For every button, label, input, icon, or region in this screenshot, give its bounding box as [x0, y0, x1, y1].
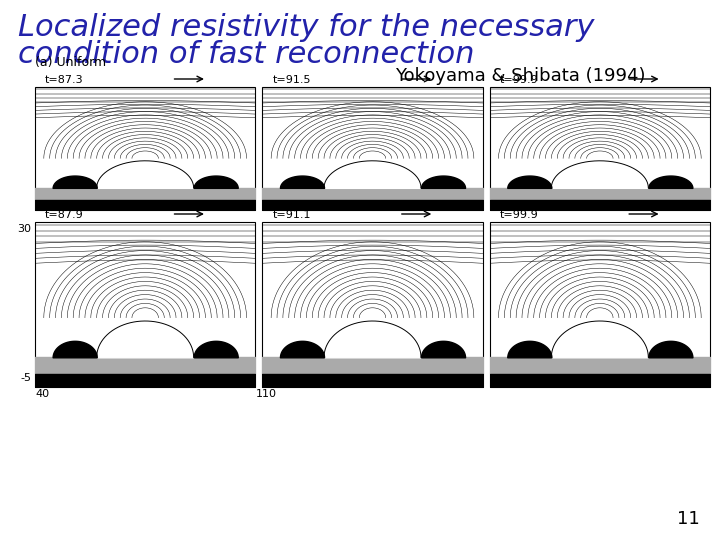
Text: (a) Uniform: (a) Uniform — [35, 56, 106, 69]
Bar — [35, 87, 256, 210]
Text: condition of fast reconnection: condition of fast reconnection — [18, 40, 474, 69]
Bar — [262, 87, 482, 210]
Text: t=87.9: t=87.9 — [45, 210, 84, 220]
Text: 30: 30 — [17, 224, 31, 234]
Text: -5: -5 — [20, 373, 31, 383]
Text: Yokoyama & Shibata (1994): Yokoyama & Shibata (1994) — [395, 67, 646, 85]
Text: (b) Anomalous: (b) Anomalous — [35, 191, 126, 204]
Text: 40: 40 — [35, 389, 49, 399]
Text: t=87.3: t=87.3 — [45, 75, 84, 85]
Text: t=99.9: t=99.9 — [500, 75, 539, 85]
Text: 11: 11 — [678, 510, 700, 528]
Bar — [490, 87, 710, 210]
Text: t=91.5: t=91.5 — [272, 75, 311, 85]
Text: t=91.1: t=91.1 — [272, 210, 311, 220]
Bar — [490, 222, 710, 387]
Bar — [35, 222, 256, 387]
Text: t=99.9: t=99.9 — [500, 210, 539, 220]
Text: 110: 110 — [256, 389, 276, 399]
Text: Localized resistivity for the necessary: Localized resistivity for the necessary — [18, 13, 595, 42]
Bar — [262, 222, 482, 387]
